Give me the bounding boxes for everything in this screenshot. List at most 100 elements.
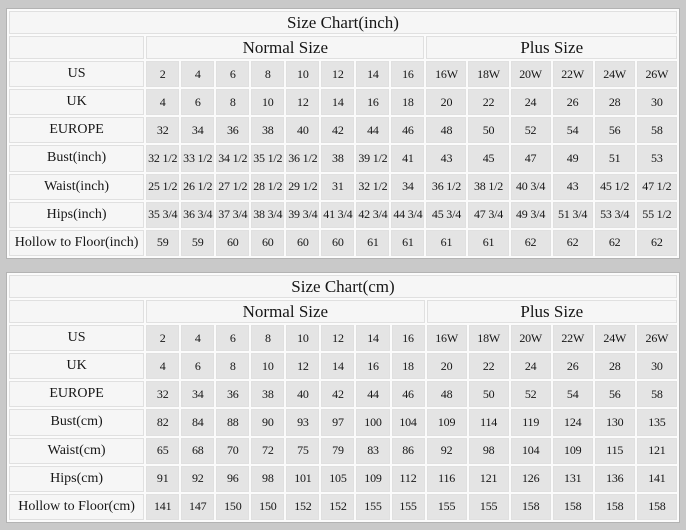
size-value-cell: 20W — [510, 61, 551, 88]
size-value-cell: 35 1/2 — [251, 145, 285, 172]
size-value-cell: 34 — [181, 117, 215, 144]
size-value-cell: 6 — [216, 325, 250, 352]
size-value-cell: 16 — [391, 325, 425, 352]
size-value-cell: 10 — [286, 61, 320, 88]
size-value-cell: 16 — [356, 89, 390, 116]
size-value-cell: 83 — [356, 437, 390, 464]
size-value-cell: 14 — [356, 61, 390, 88]
row-label: US — [9, 325, 145, 352]
size-value-cell: 116 — [426, 465, 467, 492]
size-value-cell: 29 1/2 — [286, 173, 320, 200]
size-value-cell: 33 1/2 — [181, 145, 215, 172]
size-value-cell: 109 — [552, 437, 593, 464]
size-value-cell: 26 1/2 — [181, 173, 215, 200]
size-value-cell: 92 — [181, 465, 215, 492]
size-value-cell: 12 — [321, 61, 355, 88]
size-value-cell: 24 — [510, 353, 551, 380]
size-value-cell: 22 — [468, 89, 509, 116]
size-value-cell: 155 — [356, 493, 390, 520]
size-value-cell: 42 3/4 — [356, 201, 390, 228]
size-value-cell: 130 — [594, 409, 635, 436]
row-label: US — [9, 61, 145, 88]
size-value-cell: 55 1/2 — [636, 201, 677, 228]
size-value-cell: 75 — [286, 437, 320, 464]
size-value-cell: 26 — [552, 89, 593, 116]
size-value-cell: 98 — [468, 437, 509, 464]
size-value-cell: 40 — [286, 117, 320, 144]
size-value-cell: 119 — [510, 409, 551, 436]
size-value-cell: 152 — [321, 493, 355, 520]
size-value-cell: 49 3/4 — [510, 201, 551, 228]
size-value-cell: 72 — [251, 437, 285, 464]
size-value-cell: 58 — [636, 117, 677, 144]
size-value-cell: 52 — [510, 117, 551, 144]
size-value-cell: 42 — [321, 117, 355, 144]
size-value-cell: 20 — [426, 353, 467, 380]
group-header-plus-size: Plus Size — [426, 36, 677, 59]
size-value-cell: 91 — [146, 465, 180, 492]
group-header-normal-size: Normal Size — [146, 36, 425, 59]
size-value-cell: 155 — [468, 493, 509, 520]
size-value-cell: 44 3/4 — [391, 201, 425, 228]
size-value-cell: 16W — [426, 325, 467, 352]
size-value-cell: 41 3/4 — [321, 201, 355, 228]
size-value-cell: 36 1/2 — [286, 145, 320, 172]
table-title: Size Chart(inch) — [9, 11, 677, 34]
size-value-cell: 16W — [426, 61, 467, 88]
row-label: EUROPE — [9, 117, 145, 144]
size-value-cell: 79 — [321, 437, 355, 464]
size-value-cell: 8 — [251, 61, 285, 88]
size-value-cell: 42 — [321, 381, 355, 408]
size-value-cell: 141 — [146, 493, 180, 520]
size-value-cell: 38 — [251, 117, 285, 144]
size-chart-cm-table: Size Chart(cm) Normal Size Plus Size US 2 4 6 8… — [6, 272, 680, 523]
row-label: Hollow to Floor(inch) — [9, 229, 145, 256]
size-value-cell: 98 — [251, 465, 285, 492]
table-row: Hollow to Floor(inch) 59 59 60 60 60 60 61 61 61 6… — [9, 229, 677, 256]
size-value-cell: 22W — [552, 325, 593, 352]
size-value-cell: 22W — [552, 61, 593, 88]
size-value-cell: 28 — [594, 353, 635, 380]
size-value-cell: 158 — [636, 493, 677, 520]
size-value-cell: 4 — [181, 325, 215, 352]
corner-blank-cell — [9, 36, 145, 59]
size-value-cell: 147 — [181, 493, 215, 520]
size-value-cell: 24W — [594, 61, 635, 88]
size-value-cell: 136 — [594, 465, 635, 492]
size-value-cell: 41 — [391, 145, 425, 172]
size-value-cell: 32 1/2 — [146, 145, 180, 172]
size-value-cell: 2 — [146, 325, 180, 352]
table-row: Hollow to Floor(cm) 141 147 150 150 152 152 155… — [9, 493, 677, 520]
size-value-cell: 46 — [391, 117, 425, 144]
size-value-cell: 60 — [216, 229, 250, 256]
size-value-cell: 4 — [181, 61, 215, 88]
size-value-cell: 6 — [216, 61, 250, 88]
table-row: Waist(inch) 25 1/2 26 1/2 27 1/2 28 1/2 29 1/… — [9, 173, 677, 200]
size-value-cell: 97 — [321, 409, 355, 436]
group-header-normal-size: Normal Size — [146, 300, 425, 323]
table-row: Hips(inch) 35 3/4 36 3/4 37 3/4 38 3/4 39 3/4… — [9, 201, 677, 228]
size-value-cell: 26W — [636, 61, 677, 88]
size-value-cell: 26 — [552, 353, 593, 380]
size-value-cell: 36 — [216, 117, 250, 144]
size-value-cell: 28 — [594, 89, 635, 116]
size-value-cell: 58 — [636, 381, 677, 408]
size-value-cell: 115 — [594, 437, 635, 464]
size-value-cell: 62 — [510, 229, 551, 256]
size-chart-inch-table: Size Chart(inch) Normal Size Plus Size US 2 4… — [6, 8, 680, 259]
size-value-cell: 24W — [594, 325, 635, 352]
size-value-cell: 35 3/4 — [146, 201, 180, 228]
size-value-cell: 112 — [391, 465, 425, 492]
size-value-cell: 30 — [636, 353, 677, 380]
size-value-cell: 49 — [552, 145, 593, 172]
size-value-cell: 14 — [356, 325, 390, 352]
size-value-cell: 32 — [146, 381, 180, 408]
row-label: Hips(inch) — [9, 201, 145, 228]
size-value-cell: 109 — [356, 465, 390, 492]
row-label: UK — [9, 89, 145, 116]
size-value-cell: 126 — [510, 465, 551, 492]
row-label: Hollow to Floor(cm) — [9, 493, 145, 520]
size-value-cell: 82 — [146, 409, 180, 436]
size-value-cell: 38 — [321, 145, 355, 172]
